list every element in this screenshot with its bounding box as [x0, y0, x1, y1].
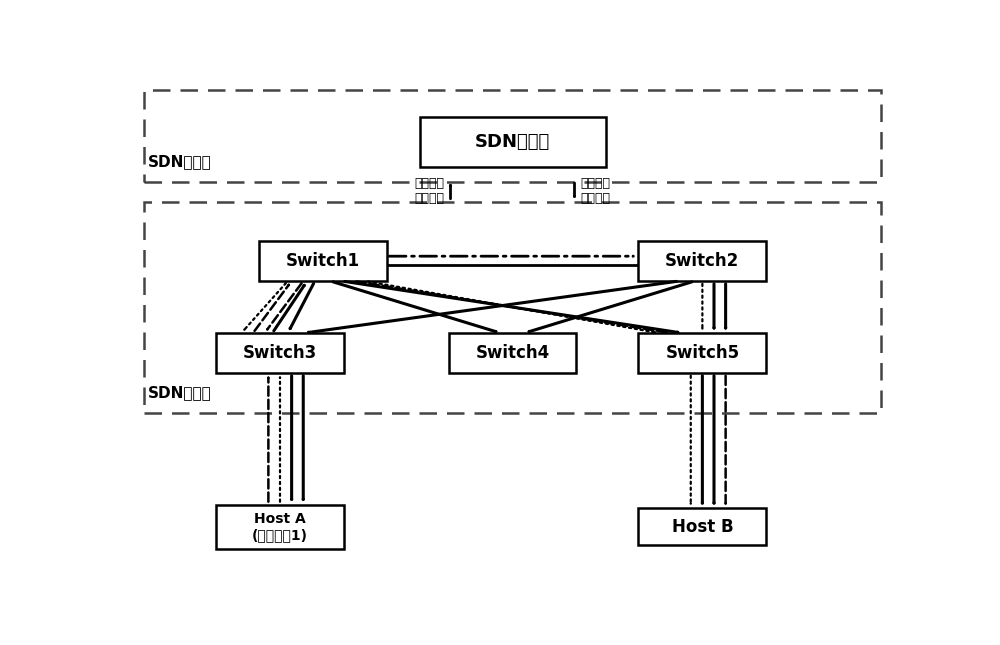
Text: SDN控制层: SDN控制层 [148, 154, 212, 169]
Bar [216, 504, 344, 550]
Text: 请求应答
主动上报: 请求应答 主动上报 [414, 177, 444, 205]
Text: Switch4: Switch4 [475, 344, 550, 362]
Text: Switch1: Switch1 [286, 252, 360, 270]
Bar [638, 508, 766, 546]
Text: 消息请求
策略下发: 消息请求 策略下发 [581, 177, 611, 205]
Text: Host A
(应用程并1): Host A (应用程并1) [252, 511, 308, 542]
Bar [638, 333, 766, 373]
Text: Host B: Host B [672, 518, 733, 536]
Text: SDN转发层: SDN转发层 [148, 385, 212, 400]
Bar [259, 241, 387, 281]
Bar [638, 241, 766, 281]
Text: Switch5: Switch5 [665, 344, 739, 362]
Bar [420, 117, 606, 167]
Text: SDN控制器: SDN控制器 [475, 133, 550, 151]
Text: Switch2: Switch2 [665, 252, 740, 270]
Bar [449, 333, 576, 373]
Bar [216, 333, 344, 373]
Bar [144, 90, 881, 182]
Text: Switch3: Switch3 [243, 344, 317, 362]
Bar [144, 201, 881, 413]
